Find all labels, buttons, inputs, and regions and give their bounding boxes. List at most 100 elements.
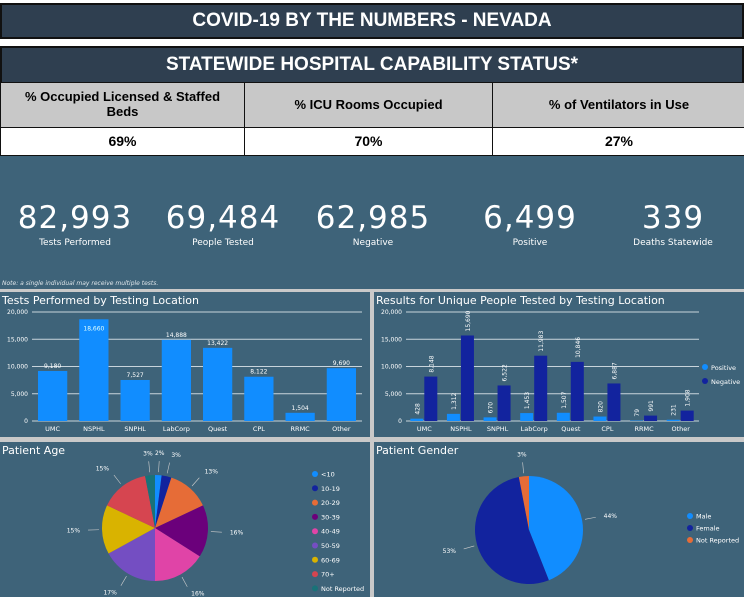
leader-line (114, 475, 121, 484)
results-by-location-panel: Results for Unique People Tested by Test… (374, 292, 744, 437)
stat-label: Positive (455, 238, 605, 248)
legend-marker (312, 485, 318, 491)
bar (79, 319, 108, 421)
bar-negative (681, 411, 694, 421)
data-label: 231 (671, 404, 678, 416)
data-label: 53% (443, 548, 457, 555)
legend-label: 30-39 (321, 513, 340, 521)
bar-negative (644, 416, 657, 421)
data-label: 3% (143, 450, 153, 457)
data-label: 9,180 (44, 363, 61, 370)
bar (286, 413, 315, 421)
legend-marker (312, 471, 318, 477)
data-label: 16% (230, 530, 244, 537)
legend-marker (312, 543, 318, 549)
bar-negative (571, 362, 584, 421)
leader-line (167, 463, 169, 474)
beds-header: % Occupied Licensed & Staffed Beds (1, 83, 245, 128)
y-tick-label: 15,000 (7, 336, 28, 343)
x-tick-label: Quest (561, 425, 581, 433)
legend-marker (687, 513, 693, 519)
data-label: 10,846 (575, 337, 582, 358)
data-label: 428 (414, 403, 421, 415)
y-tick-label: 20,000 (381, 309, 402, 316)
legend-label: Not Reported (696, 537, 739, 545)
data-label: 79 (634, 409, 641, 417)
y-tick-label: 20,000 (7, 309, 28, 316)
bar-positive (484, 417, 497, 421)
data-label: 7,527 (127, 372, 144, 379)
data-label: 2% (155, 450, 165, 457)
data-label: 16% (191, 591, 205, 597)
bar-negative (534, 356, 547, 421)
legend-marker (312, 528, 318, 534)
legend-label: 60-69 (321, 556, 340, 564)
legend-label: Male (696, 513, 711, 521)
legend-marker (702, 364, 708, 370)
data-label: 9,690 (333, 360, 350, 367)
note: Note: a single individual may receive mu… (2, 280, 158, 287)
stat-label: People Tested (148, 238, 298, 248)
stat-value: 62,985 (298, 200, 448, 236)
legend-label: Not Reported (321, 585, 364, 593)
x-tick-label: CPL (601, 425, 613, 433)
legend-marker (312, 514, 318, 520)
bar (203, 348, 232, 421)
data-label: 1,908 (685, 389, 692, 406)
bar (162, 340, 191, 421)
ventilators-value: 27% (493, 128, 744, 155)
data-label: 8,148 (428, 355, 435, 372)
data-label: 14,888 (166, 332, 187, 339)
legend-label: Positive (711, 364, 736, 372)
legend-marker (312, 557, 318, 563)
legend-marker (312, 571, 318, 577)
y-tick-label: 5,000 (385, 391, 402, 398)
chart-title: Tests Performed by Testing Location (2, 294, 199, 307)
stat-people-tested: 69,484 People Tested (148, 200, 298, 248)
x-tick-label: RRMC (634, 425, 654, 433)
legend-label: 50-59 (321, 542, 340, 550)
age-pie-chart: 2%3%13%16%16%17%15%15%3%<1010-1920-2930-… (0, 442, 370, 597)
data-label: 15% (67, 527, 81, 534)
data-label: 1,504 (292, 405, 309, 412)
legend-label: 10-19 (321, 485, 340, 493)
y-tick-label: 10,000 (7, 364, 28, 371)
legend-marker (687, 537, 693, 543)
leader-line (585, 517, 596, 519)
data-label: 991 (648, 400, 655, 412)
leader-line (192, 478, 199, 486)
x-tick-label: RRMC (291, 425, 311, 433)
bar (38, 371, 67, 421)
tests-bar-chart: 05,00010,00015,00020,0009,180UMC18,660NS… (0, 292, 370, 437)
data-label: 15% (96, 466, 110, 473)
data-label: 3% (171, 452, 181, 459)
leader-line (121, 576, 127, 585)
data-label: 13% (205, 469, 219, 476)
legend-label: Female (696, 525, 720, 533)
chart-title: Patient Age (2, 444, 65, 457)
stat-label: Tests Performed (0, 238, 150, 248)
leader-line (159, 461, 160, 472)
legend-label: <10 (321, 471, 335, 479)
data-label: 670 (488, 402, 495, 414)
legend-marker (312, 585, 318, 591)
hospital-status-title: STATEWIDE HOSPITAL CAPABILITY STATUS* (0, 46, 744, 82)
y-tick-label: 10,000 (381, 364, 402, 371)
legend-label: 20-29 (321, 499, 340, 507)
stat-value: 339 (598, 200, 744, 236)
bar-negative (607, 383, 620, 421)
bar-positive (447, 414, 460, 421)
bar (327, 368, 356, 421)
ventilators-header: % of Ventilators in Use (493, 83, 744, 128)
data-label: 1,507 (561, 391, 568, 408)
leader-line (149, 461, 150, 472)
x-tick-label: SNPHL (487, 425, 509, 433)
bar-positive (557, 413, 570, 421)
stat-value: 69,484 (148, 200, 298, 236)
x-tick-label: Quest (208, 425, 228, 433)
